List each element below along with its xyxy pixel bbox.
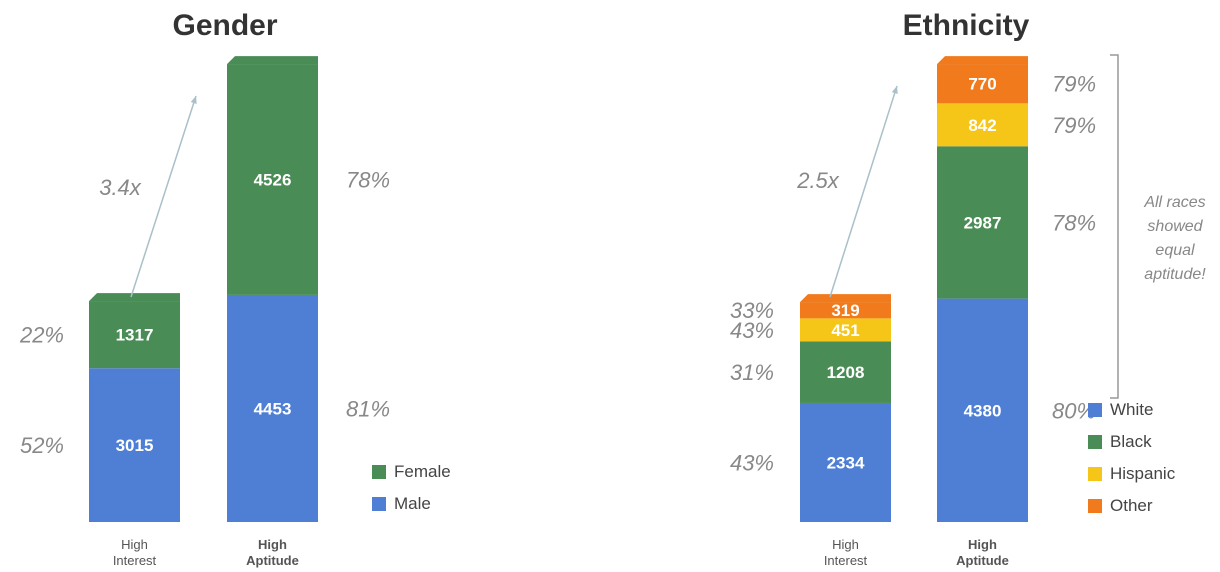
annotation-text: All races: [1143, 194, 1205, 211]
legend-label-female: Female: [394, 462, 451, 481]
data-label: 1208: [827, 363, 865, 382]
chart-gender: Gender30151317HighInterest52%22%44534526…: [19, 9, 451, 568]
pct-label: 52%: [20, 433, 64, 458]
data-label: 2334: [827, 453, 865, 472]
annotation-text: showed: [1147, 218, 1203, 235]
pct-label: 78%: [1052, 210, 1096, 235]
bar-segment-white: [937, 298, 1028, 522]
category-label: Aptitude: [956, 553, 1009, 568]
pct-label: 78%: [346, 167, 390, 192]
bar-segment-black: [937, 146, 1028, 299]
data-label: 4453: [254, 399, 292, 418]
data-label: 451: [831, 321, 859, 340]
bar-top: [937, 56, 1028, 65]
bar-segment-hispanic: [800, 318, 891, 342]
bar-top: [89, 293, 180, 302]
data-label: 4526: [254, 170, 292, 189]
legend-swatch-black: [1088, 435, 1102, 449]
bracket: [1110, 54, 1119, 399]
data-label: 770: [968, 75, 996, 94]
legend-swatch-male: [372, 497, 386, 511]
category-label: High: [258, 537, 287, 552]
legend-label-white: White: [1110, 400, 1153, 419]
bar-segment-male: [89, 368, 180, 522]
growth-arrow: [130, 95, 197, 298]
data-label: 3015: [116, 436, 154, 455]
bar-segment-male: [227, 294, 318, 522]
bar-top: [800, 294, 891, 303]
multiplier-label: 2.5x: [796, 168, 840, 193]
bar-segment-hispanic: [937, 103, 1028, 147]
pct-label: 43%: [730, 450, 774, 475]
legend-label-male: Male: [394, 494, 431, 513]
legend-label-black: Black: [1110, 432, 1152, 451]
bar-segment-other: [937, 64, 1028, 104]
bar-top: [227, 56, 318, 65]
category-label: Interest: [824, 553, 868, 568]
legend-swatch-hispanic: [1088, 467, 1102, 481]
pct-label: 79%: [1052, 113, 1096, 138]
bar-segment-white: [800, 402, 891, 522]
bar-segment-other: [800, 302, 891, 319]
category-label: Aptitude: [246, 553, 299, 568]
pct-label: 43%: [730, 318, 774, 343]
data-label: 2987: [964, 213, 1002, 232]
chart-ethnicity: Ethnicity23341208451319HighInterest43%31…: [730, 9, 1206, 568]
category-label: Interest: [113, 553, 157, 568]
bar-segment-female: [89, 301, 180, 369]
pct-label: 22%: [19, 323, 64, 348]
data-label: 4380: [964, 401, 1002, 420]
data-label: 1317: [116, 326, 154, 345]
legend-swatch-other: [1088, 499, 1102, 513]
pct-label: 79%: [1052, 72, 1096, 97]
growth-arrowhead: [190, 96, 197, 104]
chart-title: Ethnicity: [903, 9, 1030, 42]
category-label: High: [832, 537, 859, 552]
pct-label: 81%: [346, 396, 390, 421]
legend-swatch-female: [372, 465, 386, 479]
category-label: High: [121, 537, 148, 552]
data-label: 319: [831, 301, 859, 320]
bar-segment-black: [800, 341, 891, 403]
pct-label: 33%: [730, 298, 774, 323]
category-label: High: [968, 537, 997, 552]
multiplier-label: 3.4x: [99, 175, 142, 200]
bar-segment-female: [227, 64, 318, 295]
data-label: 842: [968, 116, 996, 135]
chart-title: Gender: [172, 9, 277, 42]
pct-label: 31%: [730, 360, 774, 385]
legend-label-hispanic: Hispanic: [1110, 464, 1176, 483]
growth-arrow: [829, 85, 898, 298]
growth-arrowhead: [891, 86, 898, 94]
legend-label-other: Other: [1110, 496, 1153, 515]
annotation-text: equal: [1155, 242, 1195, 259]
annotation-text: aptitude!: [1144, 266, 1206, 283]
legend-swatch-white: [1088, 403, 1102, 417]
